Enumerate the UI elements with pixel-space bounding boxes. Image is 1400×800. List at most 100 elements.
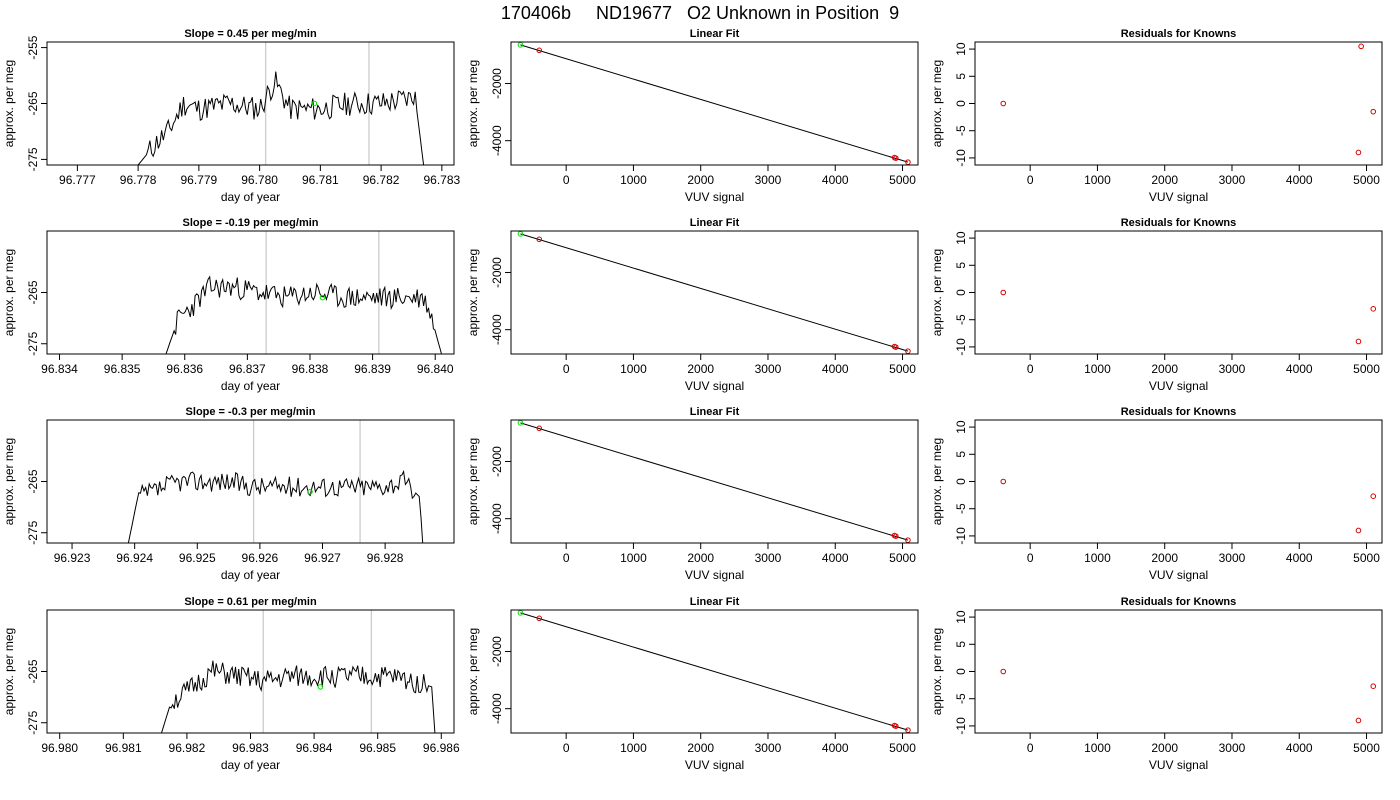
x-tick-label: 3000 [755,173,782,187]
x-tick-label: 5000 [1353,741,1380,755]
y-tick-label: -5 [954,503,968,514]
unknown-point [517,610,524,616]
known-point [893,533,899,539]
plot-frame [974,41,1383,166]
y-tick-label: -265 [26,91,40,115]
residual-point [1370,306,1377,312]
x-tick-label: 5000 [1353,362,1380,376]
x-tick-label: 96.923 [54,551,91,565]
x-tick-label: 0 [563,362,570,376]
x-tick-label: 1000 [1084,551,1111,565]
x-axis-label: VUV signal [1149,190,1208,204]
x-tick-label: 4000 [822,551,849,565]
fit-line [520,44,909,163]
series-line [127,469,424,544]
y-tick-label: 5 [954,262,968,269]
plot-frame [510,419,919,544]
x-tick-label: 1000 [620,551,647,565]
panel-title: Slope = 0.45 per meg/min [184,28,317,40]
y-tick-label: -2000 [490,636,504,667]
known-point [905,537,911,543]
panel-title: Linear Fit [690,596,740,608]
y-tick-label: 0 [954,100,968,107]
x-tick-label: 96.835 [104,362,141,376]
x-axis-label: VUV signal [1149,568,1208,582]
x-tick-label: 5000 [889,551,916,565]
y-tick-label: 5 [954,451,968,458]
y-tick-label: -265 [26,659,40,683]
x-tick-label: 96.781 [302,173,339,187]
series-line [161,660,436,734]
x-tick-label: 96.986 [423,741,460,755]
x-tick-label: 96.779 [181,173,218,187]
x-tick-label: 96.837 [229,362,266,376]
unknown-marker [307,488,313,495]
known-point [893,344,899,350]
panel-title: Linear Fit [690,28,740,40]
y-tick-label: -4000 [490,503,504,534]
x-tick-label: 1000 [620,362,647,376]
plot-frame [46,419,455,544]
y-tick-label: -5 [954,693,968,704]
known-point [893,723,899,729]
x-tick-label: 0 [1027,362,1034,376]
y-axis-label: approx. per meg [930,628,944,715]
panel-title: Residuals for Knowns [1121,28,1237,40]
y-tick-label: -2000 [490,257,504,288]
y-tick-label: 10 [954,420,968,434]
x-tick-label: 96.834 [41,362,78,376]
series-line [165,275,442,355]
x-tick-label: 96.836 [166,362,203,376]
residual-point [1370,683,1377,689]
y-tick-label: -5 [954,125,968,136]
panel-title: Linear Fit [690,406,740,418]
y-tick-label: -10 [954,717,968,735]
x-tick-label: 96.925 [179,551,216,565]
plot-frame [46,230,455,355]
residual-point [1000,100,1007,107]
x-tick-label: 3000 [1219,741,1246,755]
y-tick-label: -265 [26,280,40,304]
panel-title: Linear Fit [690,217,740,229]
unknown-marker [317,684,324,690]
x-tick-label: 96.778 [120,173,157,187]
residual-point [1370,108,1377,115]
known-point [905,727,911,733]
y-axis-label: approx. per meg [2,438,16,525]
y-tick-label: -4000 [490,693,504,724]
x-axis-label: VUV signal [685,190,744,204]
x-tick-label: 2000 [687,741,714,755]
x-tick-label: 3000 [1219,362,1246,376]
plot-frame [510,609,919,734]
unknown-point [517,231,524,237]
residual-point [1355,717,1362,724]
series-line [137,71,425,166]
fit-line [520,612,909,731]
y-tick-label: -10 [954,338,968,356]
x-tick-label: 3000 [1219,173,1246,187]
x-tick-label: 3000 [755,362,782,376]
x-tick-label: 1000 [1084,741,1111,755]
y-axis-label: approx. per meg [466,249,480,336]
x-tick-label: 96.924 [116,551,153,565]
y-tick-label: -275 [26,520,40,544]
y-axis-label: approx. per meg [2,60,16,147]
x-tick-label: 5000 [1353,173,1380,187]
x-tick-label: 5000 [1353,551,1380,565]
x-axis-label: day of year [221,568,280,582]
x-tick-label: 96.777 [59,173,96,187]
panel-title: Residuals for Knowns [1121,406,1237,418]
fit-line [520,233,909,352]
x-tick-label: 4000 [822,173,849,187]
y-tick-label: -255 [26,35,40,59]
residual-point [1355,527,1362,534]
y-tick-label: -4000 [490,314,504,345]
x-tick-label: 0 [1027,741,1034,755]
x-tick-label: 0 [1027,173,1034,187]
x-tick-label: 2000 [1151,173,1178,187]
fit-line [520,422,909,541]
y-axis-label: approx. per meg [2,249,16,336]
unknown-marker [311,100,318,107]
x-tick-label: 96.783 [423,173,460,187]
x-tick-label: 96.839 [354,362,391,376]
